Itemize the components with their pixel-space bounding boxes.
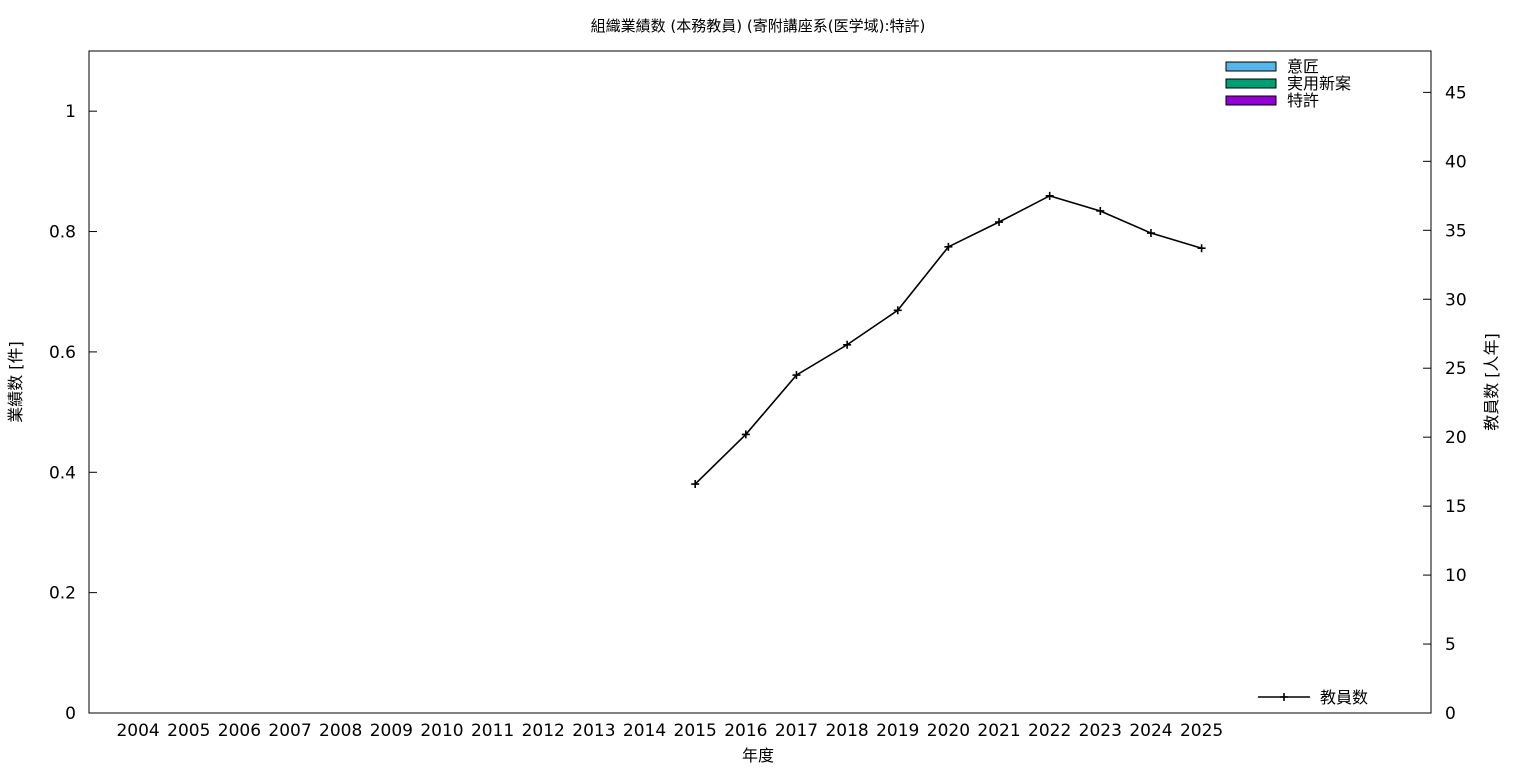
y2-tick-label: 30: [1445, 290, 1467, 310]
line-point: [792, 371, 801, 380]
y-tick-label: 0.6: [49, 343, 76, 363]
chart-title: 組織業績数 (本務教員) (寄附講座系(医学域):特許): [591, 17, 926, 35]
legend-label: 特許: [1287, 91, 1319, 110]
y-tick-label: 0: [65, 704, 76, 724]
y2-tick-label: 35: [1445, 221, 1467, 241]
y2-tick-label: 40: [1445, 152, 1467, 172]
y-axis-label: 業績数 [件]: [6, 341, 25, 423]
x-tick-label: 2017: [775, 721, 818, 741]
legend-swatch: [1225, 95, 1277, 106]
line-point: [1197, 244, 1206, 253]
y-tick-label: 0.8: [49, 223, 76, 243]
legend-label: 教員数: [1320, 688, 1368, 707]
legend-line: 教員数: [1258, 688, 1368, 707]
line-point: [741, 430, 750, 439]
x-tick-label: 2006: [218, 721, 261, 741]
y-tick-label: 0.4: [49, 463, 76, 483]
x-tick-label: 2022: [1028, 721, 1071, 741]
legend-line-marker: [1280, 693, 1288, 701]
x-tick-label: 2012: [522, 721, 565, 741]
x-tick-label: 2009: [370, 721, 413, 741]
x-tick-label: 2005: [167, 721, 210, 741]
x-tick-label: 2008: [319, 721, 362, 741]
y-axis-right: 0 5 10 15 20 25 30 35 40 45: [1423, 83, 1467, 724]
line-point: [691, 480, 700, 489]
x-tick-label: 2020: [927, 721, 970, 741]
legend-swatch: [1225, 61, 1277, 72]
y2-tick-label: 25: [1445, 359, 1467, 379]
y2-tick-label: 45: [1445, 83, 1467, 103]
legend-label: 意匠: [1287, 57, 1319, 76]
x-tick-label: 2010: [420, 721, 463, 741]
y2-tick-label: 5: [1445, 635, 1456, 655]
x-tick-label: 2024: [1129, 721, 1172, 741]
line-point: [893, 306, 902, 315]
y-axis-left: 0 0.2 0.4 0.6 0.8 1: [49, 102, 97, 724]
line-point: [1096, 206, 1105, 215]
y2-axis-label: 教員数 [人年]: [1482, 333, 1501, 431]
x-tick-label: 2025: [1180, 721, 1223, 741]
x-tick-label: 2023: [1079, 721, 1122, 741]
line-path: [694, 194, 1202, 485]
x-tick-label: 2004: [116, 721, 159, 741]
line-point: [843, 340, 852, 349]
x-tick-label: 2015: [674, 721, 717, 741]
line-point: [995, 218, 1004, 227]
x-axis: 2004 2005 2006 2007 2008 2009 2010 2011 2012 2013…: [116, 721, 1223, 741]
line-point: [944, 242, 953, 251]
y2-tick-label: 10: [1445, 566, 1467, 586]
y-tick-label: 0.2: [49, 584, 76, 604]
x-tick-label: 2014: [623, 721, 666, 741]
x-tick-label: 2011: [471, 721, 514, 741]
x-tick-label: 2019: [876, 721, 919, 741]
legend-swatch: [1225, 78, 1277, 89]
line-series-group: [691, 191, 1206, 489]
x-axis-label: 年度: [742, 746, 774, 765]
x-tick-label: 2013: [572, 721, 615, 741]
y-tick-label: 1: [65, 102, 76, 122]
y2-tick-label: 15: [1445, 497, 1467, 517]
line-point: [1146, 229, 1155, 238]
x-tick-label: 2018: [825, 721, 868, 741]
x-tick-label: 2007: [268, 721, 311, 741]
y2-tick-label: 20: [1445, 428, 1467, 448]
plot-frame: [88, 50, 1432, 714]
y2-tick-label: 0: [1445, 704, 1456, 724]
line-point: [1045, 191, 1054, 200]
x-tick-label: 2021: [977, 721, 1020, 741]
legend-label: 実用新案: [1287, 74, 1351, 93]
x-tick-label: 2016: [724, 721, 767, 741]
